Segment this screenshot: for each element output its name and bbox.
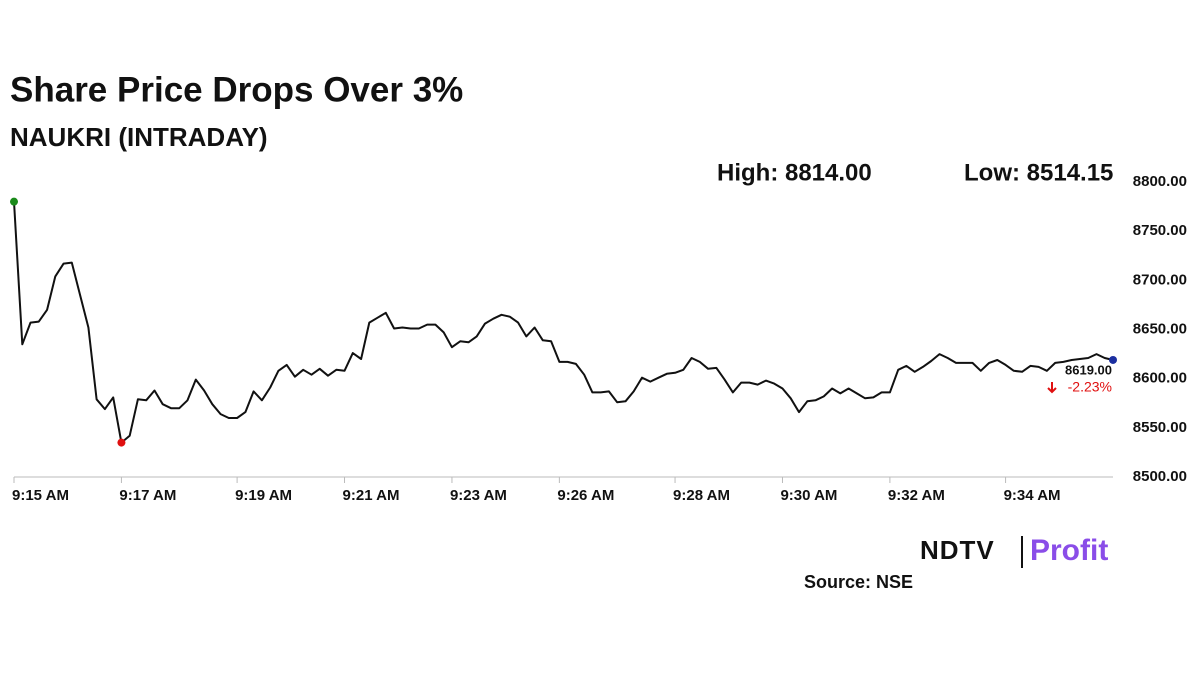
- x-tick-label: 9:21 AM: [343, 487, 400, 504]
- price-line: [13, 201, 1114, 444]
- x-tick-label: 9:19 AM: [235, 487, 292, 504]
- chart-title: Share Price Drops Over 3%: [10, 70, 463, 109]
- high-annotation: High: 8814.00: [717, 159, 872, 186]
- y-tick-label: 8700.00: [1133, 271, 1187, 288]
- x-tick-label: 9:34 AM: [1004, 487, 1061, 504]
- logo-profit: Profit: [1030, 534, 1108, 567]
- chart-subtitle: NAUKRI (INTRADAY): [10, 122, 268, 152]
- down-arrow: [1047, 381, 1057, 394]
- x-tick-label: 9:32 AM: [888, 487, 945, 504]
- y-tick-label: 8650.00: [1133, 320, 1187, 337]
- x-tick-label: 9:23 AM: [450, 487, 507, 504]
- value-label: 8619.00: [1065, 362, 1112, 377]
- source: Source: NSE: [804, 572, 913, 592]
- y-tick-label: 8750.00: [1133, 222, 1187, 239]
- x-tick-label: 9:26 AM: [557, 487, 614, 504]
- change-label: -2.23%: [1068, 379, 1112, 395]
- y-tick-label: 8500.00: [1133, 468, 1187, 485]
- first-marker: [10, 197, 18, 206]
- y-tick-label: 8800.00: [1133, 173, 1187, 190]
- x-tick-label: 9:17 AM: [119, 487, 176, 504]
- low-marker: [117, 438, 126, 447]
- x-tick-label: 9:15 AM: [12, 487, 69, 504]
- x-tick-label: 9:30 AM: [780, 487, 837, 504]
- logo-ndtv: NDTV: [920, 535, 995, 565]
- y-tick-label: 8550.00: [1133, 419, 1187, 436]
- low-annotation: Low: 8514.15: [964, 159, 1113, 186]
- x-tick-label: 9:28 AM: [673, 487, 730, 504]
- last-marker: [1109, 355, 1117, 364]
- y-tick-label: 8600.00: [1133, 370, 1187, 387]
